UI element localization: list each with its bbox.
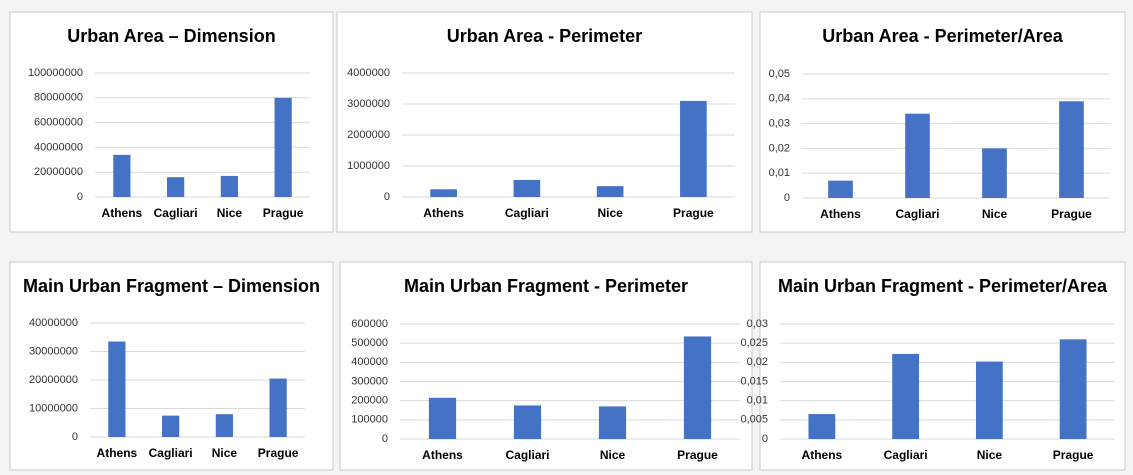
y-tick-label: 2000000 <box>347 129 390 141</box>
y-tick-label: 0,01 <box>747 395 768 407</box>
y-tick-label: 400000 <box>351 356 388 368</box>
bar <box>808 414 836 439</box>
chart-title: Main Urban Fragment - Perimeter <box>404 276 688 296</box>
x-tick-label: Athens <box>802 448 843 462</box>
x-tick-label: Athens <box>423 206 464 220</box>
x-tick-label: Prague <box>1051 207 1092 221</box>
y-tick-label: 300000 <box>351 375 388 387</box>
y-tick-label: 30000000 <box>29 345 78 357</box>
bar <box>683 336 712 439</box>
x-tick-label: Cagliari <box>149 446 193 460</box>
x-tick-label: Prague <box>677 448 718 462</box>
chart-title: Urban Area - Perimeter <box>447 26 642 46</box>
bar <box>269 378 287 437</box>
chart-title: Main Urban Fragment – Dimension <box>23 276 320 296</box>
x-tick-label: Nice <box>597 206 623 220</box>
y-tick-label: 20000000 <box>34 166 83 178</box>
bar <box>108 341 126 437</box>
y-tick-label: 600000 <box>351 318 388 330</box>
y-tick-label: 0,02 <box>769 142 790 154</box>
x-tick-label: Athens <box>820 207 861 221</box>
y-tick-label: 0 <box>77 191 83 203</box>
y-tick-label: 0 <box>762 433 768 445</box>
chart-title: Urban Area - Perimeter/Area <box>822 26 1063 46</box>
bar <box>430 189 457 197</box>
bar <box>513 179 541 197</box>
bar <box>982 148 1007 198</box>
y-tick-label: 3000000 <box>347 98 390 110</box>
y-tick-label: 0 <box>72 431 78 443</box>
y-tick-label: 40000000 <box>29 317 78 329</box>
y-tick-label: 0,05 <box>769 68 790 80</box>
bar <box>113 154 131 197</box>
y-tick-label: 10000000 <box>29 402 78 414</box>
x-tick-label: Nice <box>217 206 243 220</box>
y-tick-label: 0,04 <box>769 93 790 105</box>
x-tick-label: Nice <box>982 207 1008 221</box>
x-tick-label: Athens <box>97 446 138 460</box>
y-tick-label: 1000000 <box>347 160 390 172</box>
y-tick-label: 100000000 <box>28 67 83 79</box>
bar <box>905 113 930 198</box>
y-tick-label: 0,025 <box>740 337 768 349</box>
chart-title: Urban Area – Dimension <box>67 26 275 46</box>
x-tick-label: Prague <box>263 206 304 220</box>
bar <box>220 175 238 197</box>
bar <box>596 186 624 197</box>
bar <box>167 177 185 197</box>
bar <box>162 415 180 437</box>
x-tick-label: Nice <box>977 448 1003 462</box>
y-tick-label: 0,005 <box>740 414 768 426</box>
y-tick-label: 0,03 <box>747 318 768 330</box>
y-tick-label: 200000 <box>351 395 388 407</box>
y-tick-label: 80000000 <box>34 92 83 104</box>
y-tick-label: 500000 <box>351 337 388 349</box>
bar <box>215 414 233 437</box>
y-tick-label: 20000000 <box>29 374 78 386</box>
x-tick-label: Nice <box>212 446 238 460</box>
chart-title: Main Urban Fragment - Perimeter/Area <box>778 276 1108 296</box>
x-tick-label: Athens <box>102 206 143 220</box>
x-tick-label: Athens <box>422 448 463 462</box>
y-tick-label: 0 <box>382 433 388 445</box>
bar <box>1059 101 1084 198</box>
y-tick-label: 0,02 <box>747 356 768 368</box>
y-tick-label: 60000000 <box>34 117 83 129</box>
bar <box>1059 339 1087 439</box>
y-tick-label: 0 <box>784 192 790 204</box>
y-tick-label: 0,015 <box>740 375 768 387</box>
x-tick-label: Cagliari <box>505 206 549 220</box>
y-tick-label: 100000 <box>351 414 388 426</box>
x-tick-label: Prague <box>1053 448 1094 462</box>
panel <box>339 261 753 471</box>
bar <box>513 405 542 439</box>
x-tick-label: Cagliari <box>505 448 549 462</box>
y-tick-label: 4000000 <box>347 67 390 79</box>
x-tick-label: Prague <box>258 446 299 460</box>
bar <box>680 100 707 197</box>
bar <box>598 406 627 439</box>
bar <box>274 97 292 197</box>
y-tick-label: 0 <box>384 191 390 203</box>
y-tick-label: 0,03 <box>769 118 790 130</box>
x-tick-label: Cagliari <box>884 448 928 462</box>
bar <box>975 361 1003 439</box>
bar <box>892 353 920 439</box>
x-tick-label: Cagliari <box>154 206 198 220</box>
bar <box>428 397 457 439</box>
bar <box>828 180 853 198</box>
x-tick-label: Cagliari <box>895 207 939 221</box>
y-tick-label: 40000000 <box>34 141 83 153</box>
x-tick-label: Nice <box>600 448 626 462</box>
x-tick-label: Prague <box>673 206 714 220</box>
y-tick-label: 0,01 <box>769 167 790 179</box>
